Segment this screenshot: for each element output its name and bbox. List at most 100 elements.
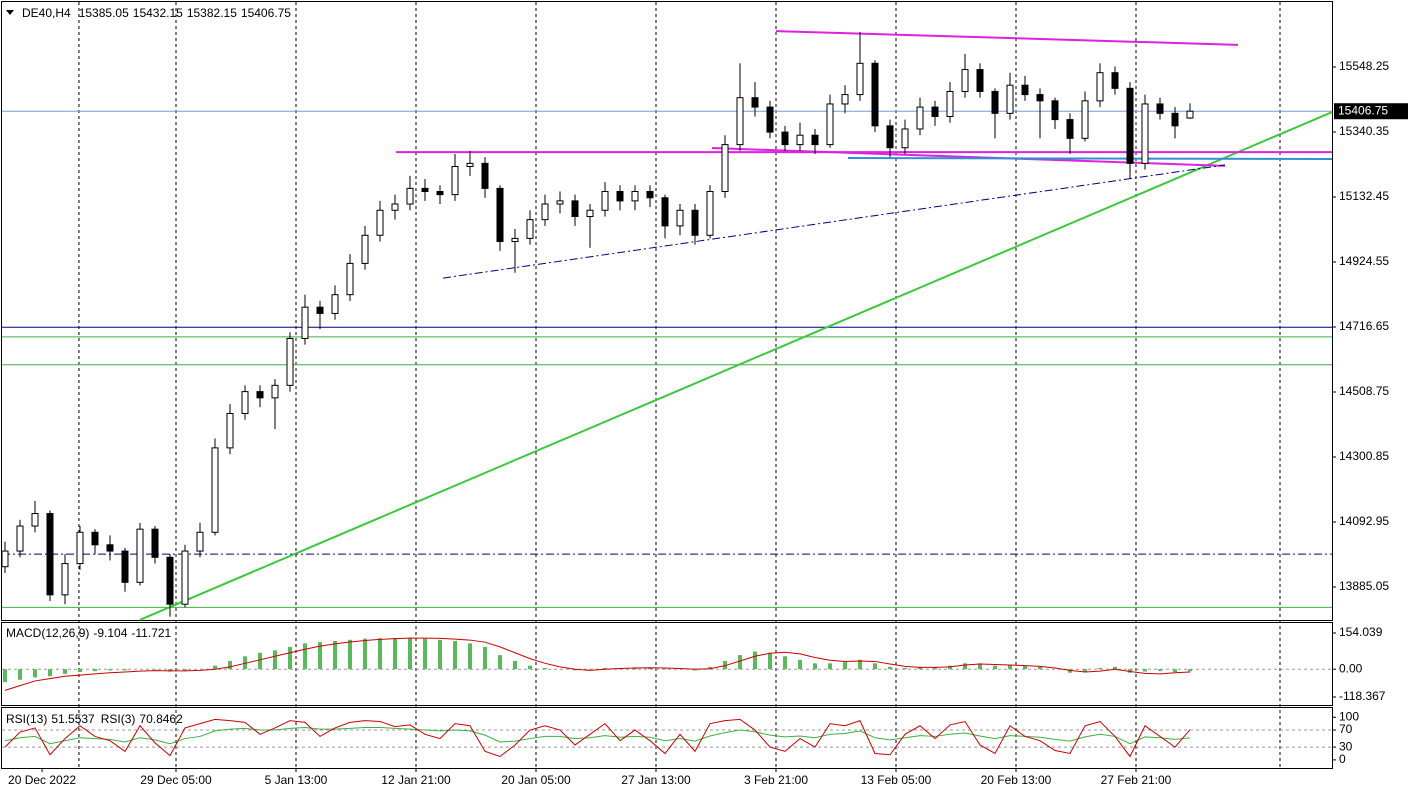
macd-bar bbox=[122, 669, 127, 671]
candle-body bbox=[316, 306, 324, 314]
macd-bar bbox=[17, 669, 22, 680]
macd-bar bbox=[227, 660, 232, 670]
macd-bar bbox=[107, 669, 112, 671]
candle-body bbox=[346, 262, 354, 296]
macd-bar bbox=[1022, 665, 1027, 670]
candle-body bbox=[166, 556, 174, 605]
candle-body bbox=[1036, 94, 1044, 102]
rsi-line bbox=[4, 718, 1191, 758]
candle-body bbox=[406, 187, 414, 205]
candle-body bbox=[91, 531, 99, 546]
y-tick-label: 14924.55 bbox=[1339, 254, 1389, 268]
y-tick-label: 13885.05 bbox=[1339, 579, 1389, 593]
candle-body bbox=[31, 513, 39, 527]
macd-bar bbox=[542, 668, 547, 670]
macd-bar bbox=[302, 643, 307, 670]
x-tick-label: 13 Feb 05:00 bbox=[861, 773, 932, 787]
macd-bar bbox=[767, 652, 772, 670]
candle-body bbox=[361, 234, 369, 264]
macd-bar bbox=[272, 650, 277, 670]
candle-body bbox=[781, 131, 789, 146]
macd-bar bbox=[692, 669, 697, 671]
candle-body bbox=[391, 203, 399, 211]
candle-body bbox=[946, 90, 954, 117]
x-tick-label: 20 Jan 05:00 bbox=[501, 773, 571, 787]
macd-bar bbox=[512, 660, 517, 670]
macd-bar bbox=[902, 668, 907, 670]
trend-line bbox=[847, 157, 1333, 160]
candle-body bbox=[1171, 112, 1179, 127]
chart-header: DE40,H4 15385.05 15432.15 15382.15 15406.75 bbox=[22, 6, 291, 20]
y-tick-label: 15132.45 bbox=[1339, 189, 1389, 203]
trend-line bbox=[442, 164, 1226, 279]
candle-body bbox=[991, 90, 999, 114]
candle-body bbox=[1156, 103, 1164, 114]
macd-bar bbox=[977, 663, 982, 670]
macd-bar bbox=[782, 656, 787, 670]
macd-bar bbox=[1142, 669, 1147, 672]
menu-triangle bbox=[6, 10, 14, 15]
macd-bar bbox=[962, 663, 967, 670]
candle-body bbox=[511, 237, 519, 243]
macd-bar bbox=[497, 655, 502, 670]
macd-bar bbox=[92, 669, 97, 672]
ohlc-value: 15406.75 bbox=[241, 6, 291, 20]
macd-bar bbox=[1187, 669, 1192, 672]
candle-body bbox=[1021, 84, 1029, 96]
candle-body bbox=[961, 69, 969, 92]
candle-body bbox=[646, 191, 654, 199]
candle-body bbox=[1126, 87, 1134, 164]
candle-body bbox=[841, 94, 849, 105]
x-tick-label: 3 Feb 21:00 bbox=[744, 773, 808, 787]
candle-body bbox=[766, 106, 774, 133]
candle-body bbox=[256, 391, 264, 399]
candle-body bbox=[76, 531, 84, 565]
x-tick-label: 12 Jan 21:00 bbox=[381, 773, 451, 787]
main-panel-border bbox=[1, 1, 1333, 621]
macd-value: -9.104 bbox=[93, 626, 127, 640]
x-tick-label: 27 Jan 13:00 bbox=[621, 773, 691, 787]
macd-bar bbox=[47, 669, 52, 677]
macd-bar bbox=[377, 638, 382, 670]
candle-body bbox=[661, 197, 669, 227]
candle-body bbox=[1111, 72, 1119, 89]
ohlc-value: 15385.05 bbox=[79, 6, 129, 20]
macd-bar bbox=[947, 665, 952, 670]
candle-body bbox=[451, 165, 459, 196]
macd-bar bbox=[77, 669, 82, 673]
candle-body bbox=[811, 134, 819, 146]
candle-body bbox=[796, 134, 804, 146]
rsi-y-tick-label: 100 bbox=[1339, 709, 1359, 723]
macd-bar bbox=[1007, 664, 1012, 670]
trend-line bbox=[139, 111, 1333, 621]
macd-bar bbox=[392, 637, 397, 670]
candle-body bbox=[181, 550, 189, 605]
macd-name: MACD(12,26,9) bbox=[6, 626, 89, 640]
candle-body bbox=[931, 106, 939, 117]
macd-y-tick-label: 154.039 bbox=[1339, 625, 1383, 639]
macd-bar bbox=[797, 659, 802, 670]
candle-body bbox=[631, 191, 639, 202]
candle-body bbox=[16, 525, 24, 552]
price-box-label: 15406.75 bbox=[1338, 103, 1388, 117]
trend-line bbox=[775, 30, 1239, 46]
candle-body bbox=[1066, 119, 1074, 139]
macd-bar bbox=[212, 665, 217, 670]
y-tick-label: 14508.75 bbox=[1339, 384, 1389, 398]
candle-body bbox=[1, 550, 9, 568]
macd-bar bbox=[887, 666, 892, 670]
candle-body bbox=[61, 563, 69, 596]
macd-y-tick-label: -118.367 bbox=[1339, 689, 1386, 703]
macd-bar bbox=[1157, 669, 1162, 672]
symbol: DE40,H4 bbox=[22, 6, 71, 20]
x-tick-label: 29 Dec 05:00 bbox=[140, 773, 212, 787]
rsi-y-tick-label: 30 bbox=[1339, 739, 1353, 753]
macd-bar bbox=[752, 651, 757, 670]
macd-bar bbox=[2, 669, 7, 683]
trend-line bbox=[711, 147, 1225, 167]
candle-body bbox=[901, 128, 909, 149]
rsi-header: RSI(13) 51.5537 RSI(3) 70.8462 bbox=[6, 712, 183, 726]
macd-bar bbox=[932, 666, 937, 670]
candle-body bbox=[466, 162, 474, 167]
x-tick-label: 27 Feb 21:00 bbox=[1101, 773, 1172, 787]
